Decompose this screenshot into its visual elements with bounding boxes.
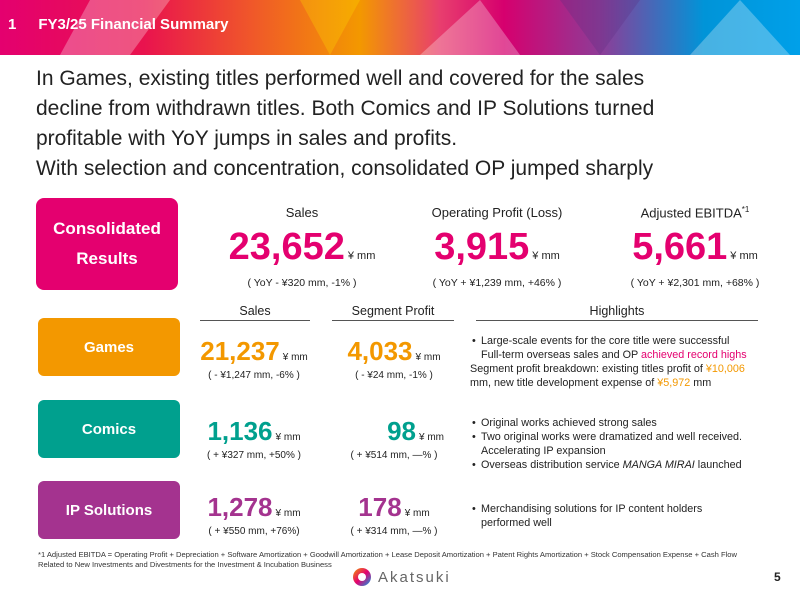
page-number: 5 bbox=[774, 570, 781, 584]
metric-value-row: 23,652 ¥ mm bbox=[212, 226, 392, 277]
highlight-emphasis: ¥5,972 bbox=[657, 377, 691, 389]
metric-sub: ( YoY + ¥1,239 mm, +46% ) bbox=[432, 277, 562, 289]
highlight-text: Overseas distribution service bbox=[481, 459, 623, 471]
unit: ¥ mm bbox=[404, 508, 430, 519]
ip-sales: 1,278 ¥ mm ( + ¥550 mm, +76%) bbox=[194, 492, 314, 537]
consolidated-results-box: Consolidated Results bbox=[36, 198, 178, 290]
highlight-item: Merchandising solutions for IP content h… bbox=[470, 502, 702, 516]
games-sales: 21,237 ¥ mm ( - ¥1,247 mm, -6% ) bbox=[194, 336, 314, 381]
metric-value: 23,652 bbox=[228, 226, 345, 268]
consolidated-label-1: Consolidated bbox=[53, 219, 161, 238]
metric-label-text: Adjusted EBITDA bbox=[640, 205, 742, 221]
comics-profit-value: 98 bbox=[387, 416, 416, 446]
metric-sub: ( YoY + ¥2,301 mm, +68% ) bbox=[630, 277, 760, 290]
highlight-emphasis: ¥10,006 bbox=[705, 363, 745, 375]
highlight-item: mm, new title development expense of ¥5,… bbox=[470, 376, 747, 390]
metric-label: Sales bbox=[285, 205, 319, 220]
value-row: 1,278 ¥ mm bbox=[194, 492, 314, 522]
comics-profit: 98 ¥ mm ( + ¥514 mm, ―% ) bbox=[336, 416, 452, 461]
highlight-text: Full-term overseas sales and OP bbox=[481, 349, 642, 361]
slide-title-text: FY3/25 Financial Summary bbox=[38, 16, 229, 33]
games-profit: 4,033 ¥ mm ( - ¥24 mm, -1% ) bbox=[336, 336, 452, 381]
segment-box-games: Games bbox=[38, 318, 180, 376]
games-profit-value: 4,033 bbox=[347, 336, 413, 366]
segment-box-ip-solutions: IP Solutions bbox=[38, 481, 180, 539]
highlight-item: Segment profit breakdown: existing title… bbox=[470, 362, 747, 376]
consolidated-sales: Sales 23,652 ¥ mm ( YoY - ¥320 mm, -1% ) bbox=[212, 205, 392, 289]
metric-unit: ¥ mm bbox=[532, 250, 560, 262]
highlight-text: mm bbox=[690, 377, 712, 389]
highlight-item: Overseas distribution service MANGA MIRA… bbox=[470, 458, 742, 472]
value-row: 178 ¥ mm bbox=[336, 492, 452, 522]
ip-profit: 178 ¥ mm ( + ¥314 mm, ―% ) bbox=[336, 492, 452, 537]
comics-sales: 1,136 ¥ mm ( + ¥327 mm, +50% ) bbox=[194, 416, 314, 461]
metric-value: 5,661 bbox=[632, 226, 728, 269]
column-header-sales: Sales bbox=[200, 304, 310, 321]
metric-sub: ( YoY - ¥320 mm, -1% ) bbox=[247, 277, 357, 289]
value-row: 1,136 ¥ mm bbox=[194, 416, 314, 446]
value-row: 98 ¥ mm bbox=[336, 416, 452, 446]
ip-highlights: Merchandising solutions for IP content h… bbox=[470, 502, 702, 530]
highlight-item: Large-scale events for the core title we… bbox=[470, 334, 747, 348]
header-banner: 1 FY3/25 Financial Summary bbox=[0, 0, 800, 55]
comics-sales-value: 1,136 bbox=[207, 416, 273, 446]
highlight-item: Accelerating IP expansion bbox=[481, 445, 606, 457]
highlight-text: mm, new title development expense of bbox=[470, 377, 658, 389]
comics-highlights: Original works achieved strong sales Two… bbox=[470, 416, 742, 472]
highlight-emphasis: achieved record highs bbox=[641, 349, 747, 361]
segment-box-comics: Comics bbox=[38, 400, 180, 458]
games-sales-value: 21,237 bbox=[200, 336, 280, 366]
unit: ¥ mm bbox=[275, 508, 301, 519]
games-profit-sub: ( - ¥24 mm, -1% ) bbox=[355, 370, 433, 381]
highlight-item: Original works achieved strong sales bbox=[470, 416, 742, 430]
comics-profit-sub: ( + ¥514 mm, ―% ) bbox=[350, 450, 438, 461]
akatsuki-logo-icon bbox=[353, 568, 371, 586]
metric-value: 3,915 bbox=[434, 226, 530, 268]
column-header-segment-profit: Segment Profit bbox=[332, 304, 454, 321]
footnote-marker: *1 bbox=[741, 205, 750, 214]
unit: ¥ mm bbox=[419, 432, 444, 443]
ip-sales-value: 1,278 bbox=[207, 492, 273, 522]
lead-line: decline from withdrawn titles. Both Comi… bbox=[36, 97, 655, 120]
games-sales-sub: ( - ¥1,247 mm, -6% ) bbox=[208, 370, 300, 381]
comics-sales-sub: ( + ¥327 mm, +50% ) bbox=[207, 450, 301, 461]
banner-shapes bbox=[60, 0, 790, 55]
highlight-text: launched bbox=[694, 459, 742, 471]
consolidated-label-2: Results bbox=[76, 249, 138, 268]
highlight-item: Two original works were dramatized and w… bbox=[470, 430, 742, 444]
metric-value-row: 3,915 ¥ mm bbox=[412, 226, 582, 277]
ip-sales-sub: ( + ¥550 mm, +76%) bbox=[208, 526, 300, 537]
slide-number: 1 bbox=[8, 16, 17, 33]
akatsuki-logo: Akatsuki bbox=[352, 567, 451, 587]
consolidated-op: Operating Profit (Loss) 3,915 ¥ mm ( YoY … bbox=[412, 205, 582, 289]
metric-unit: ¥ mm bbox=[730, 250, 758, 263]
lead-line: In Games, existing titles performed well… bbox=[36, 67, 645, 90]
lead-line: With selection and concentration, consol… bbox=[36, 157, 654, 180]
footnote: *1 Adjusted EBITDA = Operating Profit + … bbox=[38, 550, 737, 569]
unit: ¥ mm bbox=[415, 352, 441, 363]
value-row: 21,237 ¥ mm bbox=[194, 336, 314, 366]
ip-profit-sub: ( + ¥314 mm, ―% ) bbox=[350, 526, 438, 537]
metric-unit: ¥ mm bbox=[347, 250, 376, 262]
value-row: 4,033 ¥ mm bbox=[336, 336, 452, 366]
metric-label: Adjusted EBITDA*1 bbox=[605, 205, 785, 220]
highlight-item: Full-term overseas sales and OP achieved… bbox=[470, 348, 747, 362]
ip-profit-value: 178 bbox=[358, 492, 402, 522]
consolidated-ebitda: Adjusted EBITDA*1 5,661 ¥ mm ( YoY + ¥2,3… bbox=[605, 205, 785, 289]
lead-line: profitable with YoY jumps in sales and p… bbox=[36, 127, 458, 150]
games-highlights: Large-scale events for the core title we… bbox=[470, 334, 747, 390]
highlight-text: Segment profit breakdown: existing title… bbox=[470, 363, 706, 375]
lead-text: In Games, existing titles performed well… bbox=[36, 64, 776, 184]
slide-title: 1 FY3/25 Financial Summary bbox=[8, 16, 250, 33]
metric-value-row: 5,661 ¥ mm bbox=[605, 226, 785, 277]
metric-label: Operating Profit (Loss) bbox=[431, 205, 563, 220]
highlight-emphasis: MANGA MIRAI bbox=[622, 459, 695, 471]
unit: ¥ mm bbox=[275, 432, 301, 443]
brand-name: Akatsuki bbox=[378, 568, 451, 586]
highlight-item: performed well bbox=[481, 517, 552, 529]
unit: ¥ mm bbox=[282, 352, 308, 363]
column-header-highlights: Highlights bbox=[476, 304, 758, 321]
